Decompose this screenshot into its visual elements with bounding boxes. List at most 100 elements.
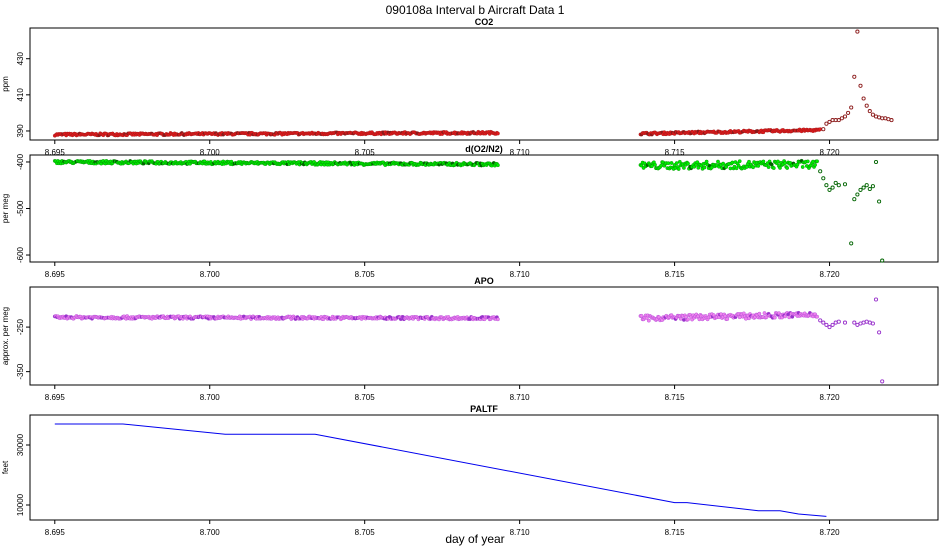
data-point <box>737 159 742 164</box>
data-point <box>756 164 761 168</box>
data-point <box>855 322 860 327</box>
data-point <box>669 161 674 165</box>
data-point <box>776 159 780 164</box>
data-point <box>744 316 748 321</box>
y-tick-label: -250 <box>16 319 25 336</box>
data-point <box>849 241 854 246</box>
data-point <box>824 322 829 327</box>
x-tick-label: 8.695 <box>45 528 66 537</box>
data-point <box>747 159 751 164</box>
data-point <box>873 159 879 165</box>
data-point <box>772 315 777 320</box>
data-point <box>836 319 841 324</box>
data-point <box>686 161 690 166</box>
data-point <box>867 109 872 114</box>
data-point <box>676 167 681 171</box>
data-point <box>842 114 848 119</box>
data-point <box>646 318 651 323</box>
y-tick-label: 10000 <box>16 493 25 516</box>
data-point <box>751 165 755 170</box>
data-point <box>818 318 823 323</box>
x-tick-label: 8.715 <box>665 270 686 279</box>
data-point <box>728 166 733 171</box>
x-tick-label: 8.720 <box>820 270 841 279</box>
panel-title: CO2 <box>475 17 494 27</box>
x-tick-label: 8.710 <box>510 148 531 157</box>
data-point <box>730 160 735 165</box>
x-tick-label: 8.715 <box>665 393 686 402</box>
x-tick-label: 8.700 <box>200 270 221 279</box>
data-point <box>827 325 832 330</box>
data-point <box>842 320 848 325</box>
y-axis-label: approx. per meg <box>1 307 10 365</box>
data-point <box>818 169 823 174</box>
y-axis-label: per meg <box>1 194 10 223</box>
data-point <box>861 185 866 190</box>
x-tick-label: 8.705 <box>355 393 376 402</box>
data-point <box>805 159 810 164</box>
data-point <box>833 180 838 185</box>
data-point <box>734 166 739 171</box>
data-point <box>889 118 894 123</box>
data-point <box>785 166 790 170</box>
data-point <box>766 165 771 169</box>
data-point <box>839 116 844 121</box>
data-point <box>800 165 805 169</box>
data-point <box>880 258 885 263</box>
data-point <box>852 320 857 325</box>
data-point <box>674 161 679 165</box>
data-point <box>836 183 841 188</box>
y-tick-label: 430 <box>16 51 25 65</box>
data-point <box>824 121 829 126</box>
y-tick-label: -600 <box>16 246 25 263</box>
plot-frame <box>29 286 939 386</box>
x-tick-label: 8.695 <box>45 148 66 157</box>
y-tick-label: -500 <box>16 200 25 217</box>
chart-panels: CO2 ppm 390 410 430 8.695 8.700 8.705 8.710 8.715… <box>1 17 939 537</box>
data-point <box>771 166 776 170</box>
data-point <box>697 317 702 322</box>
data-point <box>864 183 869 188</box>
x-tick-label: 8.715 <box>665 528 686 537</box>
data-point <box>849 105 854 110</box>
data-point <box>496 317 500 322</box>
data-point <box>846 110 851 115</box>
figure-title: 090108a Interval b Aircraft Data 1 <box>386 3 565 17</box>
panel-0: CO2 ppm 390 410 430 8.695 8.700 8.705 8.710 8.715… <box>1 17 939 157</box>
x-tick-label: 8.695 <box>45 270 66 279</box>
data-point <box>824 183 829 188</box>
x-tick-label: 8.715 <box>665 148 686 157</box>
data-point <box>870 112 875 117</box>
data-point <box>877 199 882 204</box>
data-point <box>682 166 686 170</box>
data-point <box>842 182 848 187</box>
data-point <box>867 186 872 192</box>
data-point <box>815 159 819 164</box>
panel-title: d(O2/N2) <box>465 144 503 154</box>
data-point <box>745 165 749 169</box>
data-point <box>836 118 841 123</box>
x-tick-label: 8.705 <box>355 270 376 279</box>
data-point <box>877 330 882 335</box>
data-point <box>783 161 787 165</box>
data-point <box>787 315 792 320</box>
x-tick-label: 8.710 <box>510 393 531 402</box>
data-point <box>821 176 826 181</box>
data-point <box>496 131 500 136</box>
x-tick-label: 8.700 <box>200 393 221 402</box>
data-point <box>639 313 644 318</box>
panel-2: APO approx. per meg -350 -250 8.695 8.700 8.70… <box>1 276 939 402</box>
data-point <box>696 165 701 170</box>
data-point <box>873 297 879 302</box>
data-point <box>827 187 832 192</box>
x-tick-label: 8.710 <box>510 528 531 537</box>
data-point <box>870 184 875 189</box>
data-point <box>702 165 707 170</box>
data-point <box>496 163 500 168</box>
data-point <box>821 320 826 325</box>
plot-frame <box>29 154 939 263</box>
y-axis-label: feet <box>1 460 10 474</box>
data-point <box>762 311 767 315</box>
x-tick-label: 8.700 <box>200 148 221 157</box>
